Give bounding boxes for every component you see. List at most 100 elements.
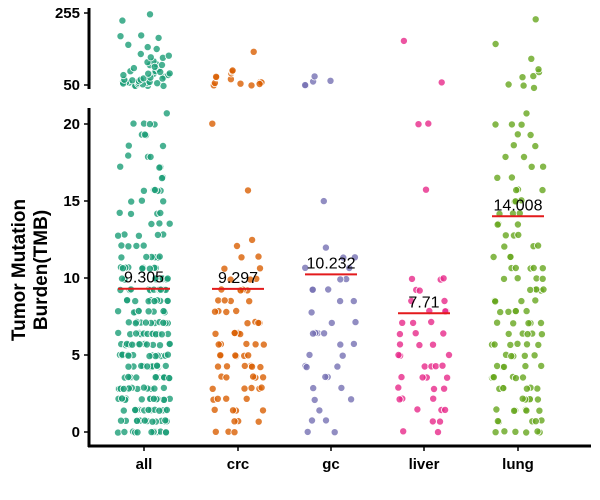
series-lung — [487, 15, 548, 437]
data-point — [523, 340, 532, 349]
data-point — [418, 373, 427, 382]
data-point — [155, 219, 164, 228]
data-point — [339, 253, 348, 262]
data-point — [242, 339, 251, 348]
data-point — [490, 340, 499, 349]
data-point — [493, 417, 502, 426]
y-tick-label: 50 — [63, 77, 80, 94]
data-point — [537, 318, 546, 327]
data-point — [159, 197, 168, 206]
data-point — [156, 68, 165, 77]
data-point — [345, 263, 354, 272]
data-point — [163, 296, 172, 305]
data-point — [129, 64, 138, 73]
data-point — [145, 120, 154, 129]
data-point — [124, 40, 133, 49]
data-point — [222, 307, 231, 316]
data-point — [155, 252, 164, 261]
data-point — [137, 395, 146, 404]
data-point — [222, 394, 231, 403]
data-point — [247, 362, 256, 371]
data-point — [226, 275, 235, 284]
data-point — [308, 329, 317, 338]
data-point — [326, 76, 335, 85]
data-point — [133, 428, 142, 437]
data-point — [394, 350, 403, 359]
x-tick-label-all: all — [136, 456, 153, 473]
data-point — [164, 51, 173, 60]
data-point — [132, 329, 141, 338]
data-point — [491, 40, 500, 49]
data-point — [256, 363, 265, 372]
data-point — [137, 31, 146, 40]
data-point — [117, 416, 126, 425]
data-point — [158, 74, 167, 83]
data-point — [158, 141, 167, 150]
data-point — [510, 406, 519, 415]
data-point — [501, 231, 510, 240]
data-point — [439, 329, 448, 338]
data-point — [151, 373, 160, 382]
data-point — [220, 296, 229, 305]
median-label-crc: 9.297 — [218, 270, 258, 287]
data-point — [535, 406, 544, 415]
data-point — [255, 264, 264, 273]
data-point — [141, 318, 150, 327]
data-point — [139, 186, 148, 195]
data-point — [324, 285, 333, 294]
data-point — [439, 274, 448, 283]
data-point — [162, 405, 171, 414]
data-point — [212, 72, 221, 81]
data-point — [165, 219, 174, 228]
data-point — [415, 286, 424, 295]
data-point — [119, 406, 128, 415]
data-point — [210, 307, 219, 316]
data-point — [145, 10, 154, 19]
data-point — [336, 340, 345, 349]
data-point — [163, 350, 172, 359]
data-point — [395, 395, 404, 404]
data-point — [214, 340, 223, 349]
data-point — [530, 83, 539, 92]
y-axis-title-line1: Tumor Mutation — [9, 199, 30, 341]
data-point — [118, 394, 127, 403]
data-point — [309, 384, 318, 393]
data-point — [394, 383, 403, 392]
series-crc — [208, 47, 268, 437]
data-point — [157, 174, 166, 183]
data-point — [511, 374, 520, 383]
data-point — [247, 81, 256, 90]
data-point — [208, 384, 217, 393]
x-tick-label-liver: liver — [409, 456, 440, 473]
data-point — [249, 372, 258, 381]
data-point — [144, 307, 153, 316]
data-point — [301, 263, 310, 272]
data-point — [534, 65, 543, 74]
data-point — [140, 416, 149, 425]
data-point — [531, 15, 540, 24]
data-point — [152, 45, 161, 54]
data-point — [222, 362, 231, 371]
data-point — [257, 383, 266, 392]
data-point — [511, 263, 520, 272]
data-point — [509, 319, 518, 328]
data-point — [120, 427, 129, 436]
data-point — [395, 340, 404, 349]
data-point — [513, 274, 522, 283]
data-point — [117, 253, 126, 262]
data-point — [493, 318, 502, 327]
data-point — [507, 173, 516, 182]
median-layer: 9.305 9.297 10.232 7.71 14.008 — [118, 197, 544, 315]
data-point — [539, 285, 548, 294]
y-tick-label: 255 — [55, 5, 80, 22]
data-point — [142, 340, 151, 349]
data-point — [119, 71, 128, 80]
data-point — [150, 297, 159, 306]
data-point — [230, 428, 239, 437]
data-point — [128, 340, 137, 349]
data-point — [530, 351, 539, 360]
data-point — [159, 383, 168, 392]
data-point — [308, 285, 317, 294]
data-point — [255, 80, 264, 89]
data-point — [399, 427, 408, 436]
